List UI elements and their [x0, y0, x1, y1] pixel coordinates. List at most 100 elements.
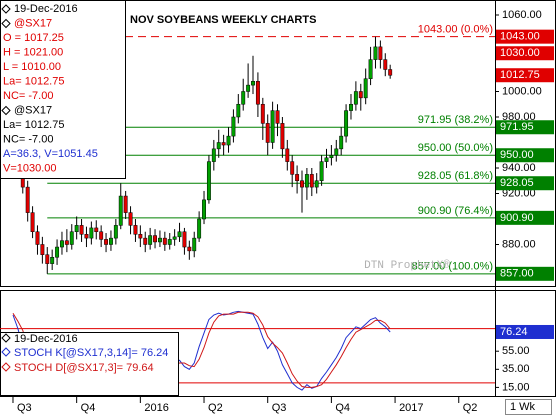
value-tag: 76.24	[500, 326, 528, 338]
price-tag-bg	[496, 120, 554, 135]
candle-body	[167, 239, 172, 245]
price-tag-bg	[496, 148, 554, 163]
candle-body	[128, 212, 133, 226]
level-label: 928.05 (61.8%)	[418, 170, 493, 182]
candle-body	[123, 195, 128, 213]
candle-body	[300, 180, 304, 188]
candle-body	[148, 235, 153, 245]
candle-body	[192, 237, 197, 252]
candle-body	[50, 256, 55, 264]
level-label: 900.90 (76.4%)	[418, 205, 493, 217]
candle-body	[251, 81, 255, 86]
candle-body	[236, 103, 241, 118]
candle-body	[270, 110, 275, 143]
candle-body	[349, 103, 353, 111]
candle-body	[74, 225, 79, 232]
candle-body	[202, 199, 206, 220]
candle-body	[143, 237, 148, 245]
y-tick-label: 940.00	[502, 162, 536, 174]
candle-body	[216, 142, 221, 150]
candle-body	[378, 46, 383, 60]
price-tag: 950.00	[500, 149, 534, 161]
candle-body	[25, 186, 30, 213]
value-tag-bg	[496, 324, 554, 339]
info-line: L = 1010.00	[3, 61, 61, 73]
info-line: A=36.3, V=1051.45	[3, 148, 98, 160]
price-tag-bg	[496, 29, 554, 44]
candle-body	[373, 46, 378, 60]
stoch-legend-box	[0, 332, 179, 396]
candle-body	[60, 240, 64, 248]
candle-body	[206, 161, 211, 201]
y-tick-label: 980.00	[502, 111, 536, 123]
lower-overlay: 19-Dec-2016 STOCH K[@SX17,3,14]= 76.24 76…	[0, 324, 554, 396]
price-tag: 1012.75	[500, 69, 540, 81]
info-line: @SX17	[14, 17, 52, 29]
level-label: 1043.00 (0.0%)	[418, 24, 493, 36]
x-tick-label: 2017	[399, 402, 423, 414]
price-tag-bg	[496, 210, 554, 225]
candle-body	[388, 69, 393, 76]
chart-title: NOV SOYBEANS WEEKLY CHARTS	[130, 14, 316, 26]
info-line: H = 1021.00	[3, 46, 63, 58]
candle-body	[187, 246, 192, 252]
y-tick-label: 1060.00	[502, 9, 542, 21]
candle-body	[319, 161, 324, 181]
level-label: 857.00 (100.0%)	[412, 261, 493, 273]
x-tick-label: Q2	[463, 402, 478, 414]
candle-body	[368, 59, 373, 79]
candle-body	[383, 59, 388, 70]
candle-body	[172, 236, 177, 240]
watermark: DTN ProphetX®	[364, 260, 450, 272]
candle-body	[69, 231, 74, 245]
y-tick-label: 920.00	[502, 187, 536, 199]
candle-body	[104, 239, 109, 245]
info-line: NC= -7.00	[3, 90, 53, 102]
candle-body	[94, 227, 99, 232]
price-tag-bg	[496, 266, 554, 281]
candle-body	[363, 78, 368, 99]
candle-body	[133, 225, 138, 235]
candle-body	[241, 91, 246, 105]
candle-body	[334, 148, 339, 156]
candle-body	[275, 110, 280, 124]
y-tick-label: 880.00	[502, 238, 536, 250]
candle-body	[182, 231, 187, 248]
candle-body	[138, 234, 143, 239]
candle-body	[358, 91, 363, 99]
info-line: La= 1012.75	[3, 119, 64, 131]
x-tick-label: Q3	[17, 402, 32, 414]
candle-body	[353, 91, 358, 105]
candle-body	[265, 123, 270, 143]
candle-body	[211, 148, 216, 162]
candle-body	[64, 240, 69, 245]
price-tag: 1043.00	[500, 31, 540, 43]
legend-icon	[1, 362, 11, 372]
info-icon	[1, 18, 11, 29]
x-tick-label: Q4	[81, 402, 96, 414]
x-tick-label: Q4	[335, 402, 350, 414]
legend-icon	[1, 347, 11, 357]
legend-entry: STOCH K[@SX17,3,14]= 76.24	[14, 347, 168, 359]
candle-body	[162, 237, 167, 245]
info-icon	[1, 105, 11, 116]
x-tick-label: 2016	[144, 402, 168, 414]
info-box	[0, 0, 126, 179]
interval-box	[505, 399, 552, 415]
candle-body	[40, 244, 45, 255]
candle-body	[89, 227, 94, 239]
y-tick-label: 55.00	[502, 345, 530, 357]
candle-body	[285, 148, 290, 162]
y-tick-label: 15.00	[502, 381, 530, 393]
level-label: 950.00 (50.0%)	[418, 142, 493, 154]
legend-date: 19-Dec-2016	[14, 333, 78, 345]
info-line: 19-Dec-2016	[14, 3, 78, 15]
overlay: NOV SOYBEANS WEEKLY CHARTS DTN ProphetX®…	[0, 0, 554, 281]
legend-icon	[1, 333, 11, 343]
candle-body	[177, 231, 182, 238]
candle-body	[99, 231, 104, 240]
candle-body	[324, 157, 329, 162]
candle-body	[309, 174, 314, 188]
candle-body	[118, 195, 123, 226]
